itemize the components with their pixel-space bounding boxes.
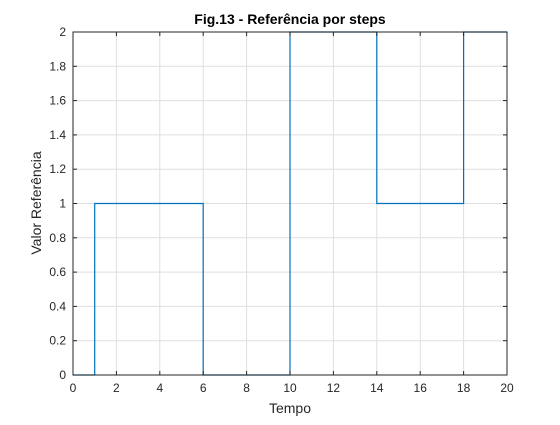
y-tick-label: 1 bbox=[59, 197, 66, 211]
ticks: 0 2 4 6 8 10 12 14 16 18 20 0 0.2 0.4 0.6 0.8 1 1.2 1.4 1.6… bbox=[49, 25, 514, 395]
y-tick-label: 0 bbox=[59, 368, 66, 382]
y-tick-label: 0.4 bbox=[49, 299, 66, 313]
y-tick-label: 0.6 bbox=[49, 265, 66, 279]
x-tick-label: 12 bbox=[327, 381, 341, 395]
y-tick-label: 2 bbox=[59, 25, 66, 39]
y-tick-label: 0.8 bbox=[49, 231, 66, 245]
x-tick-label: 18 bbox=[457, 381, 471, 395]
x-tick-label: 8 bbox=[243, 381, 250, 395]
series-layer bbox=[73, 31, 507, 376]
y-tick-label: 1.6 bbox=[49, 94, 66, 108]
x-axis-label: Tempo bbox=[269, 400, 311, 416]
x-tick-label: 14 bbox=[370, 381, 384, 395]
y-tick-label: 0.2 bbox=[49, 334, 66, 348]
y-tick-label: 1.2 bbox=[49, 162, 66, 176]
y-tick-label: 1.4 bbox=[49, 128, 66, 142]
y-axis-label: Valor Referência bbox=[28, 151, 44, 254]
x-tick-label: 10 bbox=[283, 381, 297, 395]
y-tick-label: 1.8 bbox=[49, 59, 66, 73]
series-line-0 bbox=[73, 31, 507, 376]
x-tick-label: 0 bbox=[70, 381, 77, 395]
x-tick-label: 4 bbox=[156, 381, 163, 395]
x-tick-label: 20 bbox=[500, 381, 514, 395]
chart-title: Fig.13 - Referência por steps bbox=[194, 11, 386, 27]
x-tick-label: 6 bbox=[200, 381, 207, 395]
x-tick-label: 16 bbox=[414, 381, 428, 395]
x-tick-label: 2 bbox=[113, 381, 120, 395]
